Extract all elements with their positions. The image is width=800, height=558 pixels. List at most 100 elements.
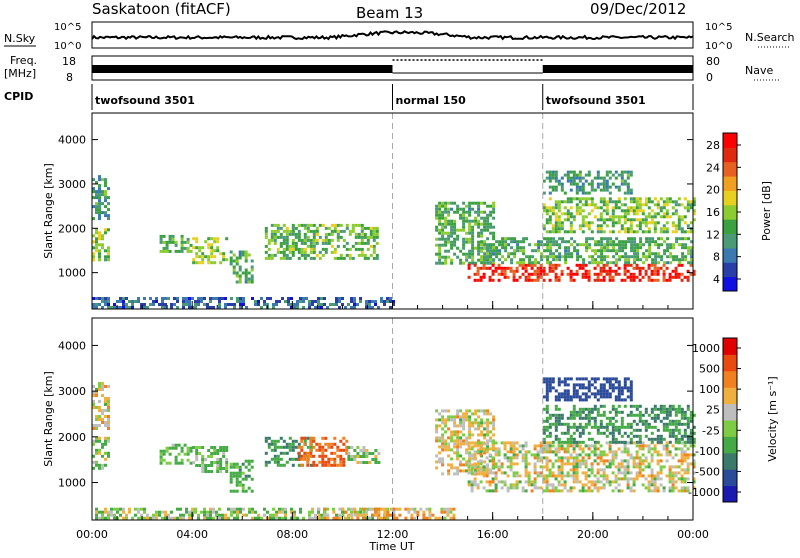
echo-cell xyxy=(366,235,370,239)
echo-cell xyxy=(194,300,197,303)
echo-cell xyxy=(95,463,98,467)
echo-cell xyxy=(690,258,694,262)
echo-cell xyxy=(291,439,295,443)
echo-cell xyxy=(449,510,453,514)
echo-cell xyxy=(471,412,475,416)
echo-cell xyxy=(247,462,251,466)
echo-cell xyxy=(560,462,564,466)
echo-cell xyxy=(480,409,484,413)
echo-cell xyxy=(552,237,556,241)
echo-cell xyxy=(657,261,661,265)
echo-cell xyxy=(596,275,600,279)
echo-cell xyxy=(342,460,346,464)
echo-cell xyxy=(104,424,107,427)
echo-cell xyxy=(638,419,642,423)
xtick-label-3: 12:00 xyxy=(377,528,409,541)
nsky-label: N.Sky xyxy=(4,32,36,45)
echo-cell xyxy=(650,263,654,267)
echo-cell xyxy=(572,386,576,390)
echo-cell xyxy=(626,480,630,484)
echo-cell xyxy=(656,459,660,463)
echo-cell xyxy=(363,232,367,236)
echo-cell xyxy=(468,457,472,461)
echo-cell xyxy=(578,398,582,402)
echo-cell xyxy=(684,237,688,241)
echo-cell xyxy=(662,410,666,414)
echo-cell xyxy=(459,409,463,413)
echo-cell xyxy=(104,507,107,511)
echo-cell xyxy=(650,474,654,478)
echo-cell xyxy=(125,303,128,306)
echo-cell xyxy=(542,206,546,210)
echo-cell xyxy=(288,232,292,236)
echo-cell xyxy=(161,516,164,520)
echo-cell xyxy=(572,450,576,454)
echo-cell xyxy=(101,306,104,309)
echo-cell xyxy=(543,249,547,253)
echo-cell xyxy=(593,416,597,420)
echo-cell xyxy=(279,244,283,248)
echo-cell xyxy=(282,223,286,227)
xtick-label-4: 16:00 xyxy=(477,528,509,541)
echo-cell xyxy=(366,226,370,230)
echo-cell xyxy=(267,253,271,257)
echo-cell xyxy=(477,427,481,431)
echo-cell xyxy=(587,269,591,273)
echo-cell xyxy=(359,507,363,511)
echo-cell xyxy=(167,516,170,520)
echo-cell xyxy=(428,516,432,520)
echo-cell xyxy=(536,272,540,276)
echo-cell xyxy=(617,197,621,201)
echo-cell xyxy=(638,266,642,270)
echo-cell xyxy=(548,263,552,267)
echo-cell xyxy=(507,237,511,241)
echo-cell xyxy=(558,252,562,256)
echo-cell xyxy=(119,513,122,517)
echo-cell xyxy=(653,197,657,201)
echo-cell xyxy=(599,468,603,472)
echo-cell xyxy=(623,425,627,429)
echo-cell xyxy=(594,261,598,265)
echo-cell xyxy=(279,250,283,254)
echo-cell xyxy=(564,258,568,262)
echo-cell xyxy=(473,462,477,466)
x-axis-label: Time UT xyxy=(368,540,414,553)
echo-cell xyxy=(497,450,501,454)
echo-cell xyxy=(653,272,657,276)
echo-cell xyxy=(659,404,663,408)
echo-cell xyxy=(641,230,645,234)
echo-cell xyxy=(647,462,651,466)
echo-cell xyxy=(474,418,478,422)
echo-cell xyxy=(219,252,223,256)
echo-cell xyxy=(98,385,101,388)
echo-cell xyxy=(575,191,579,195)
echo-cell xyxy=(653,483,657,487)
echo-cell xyxy=(107,403,110,406)
echo-cell xyxy=(638,416,642,420)
echo-cell xyxy=(623,450,627,454)
echo-cell xyxy=(630,240,634,244)
echo-cell xyxy=(480,246,484,250)
echo-cell xyxy=(332,303,335,306)
colorbar-tick-label-5: 8 xyxy=(713,251,720,264)
echo-cell xyxy=(492,415,496,419)
echo-cell xyxy=(107,255,110,259)
echo-cell xyxy=(263,303,266,306)
echo-cell xyxy=(174,243,178,247)
echo-cell xyxy=(229,489,233,493)
echo-cell xyxy=(101,516,104,520)
echo-cell xyxy=(290,306,293,309)
echo-cell xyxy=(494,465,498,469)
echo-cell xyxy=(617,431,621,435)
echo-cell xyxy=(512,272,516,276)
echo-cell xyxy=(462,415,466,419)
echo-cell xyxy=(566,389,570,393)
echo-cell xyxy=(599,422,603,426)
echo-cell xyxy=(647,486,651,490)
echo-cell xyxy=(620,416,624,420)
echo-cell xyxy=(182,513,185,517)
echo-cell xyxy=(624,252,628,256)
echo-cell xyxy=(606,261,610,265)
echo-cell xyxy=(155,300,158,303)
